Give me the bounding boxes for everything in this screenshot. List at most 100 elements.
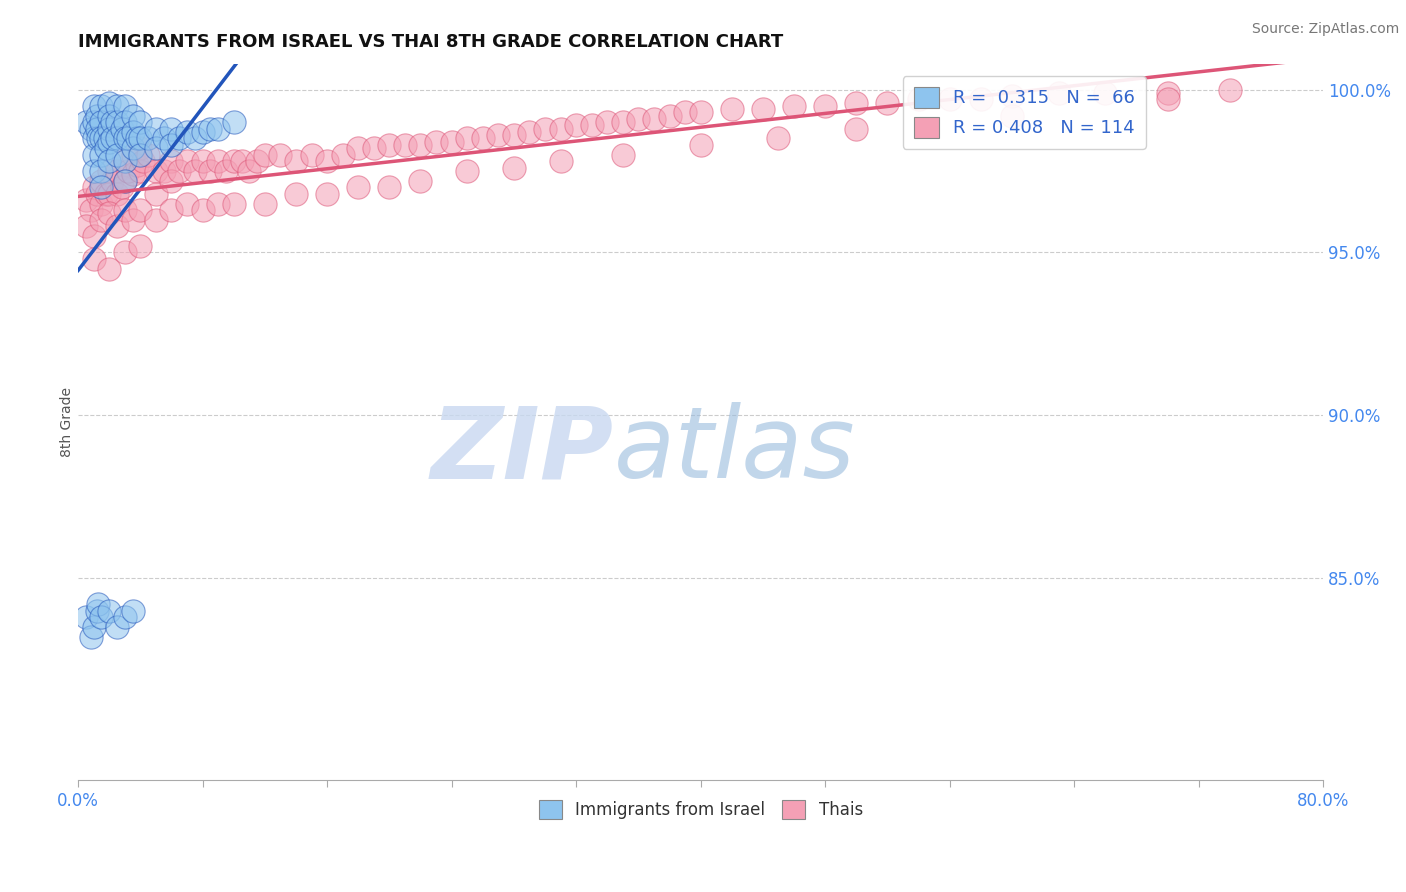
Point [347,141,370,155]
Point [246,154,269,169]
Point [129,147,152,161]
Point [238,164,260,178]
Point [136,131,159,145]
Point [720,102,742,116]
Point [938,92,960,106]
Point [596,115,619,129]
Point [689,138,711,153]
Point [502,128,524,143]
Point [111,121,134,136]
Point [145,213,167,227]
Point [215,164,238,178]
Point [94,141,117,155]
Point [184,131,207,145]
Point [160,121,183,136]
Point [105,131,128,145]
Point [90,180,112,194]
Point [86,186,108,201]
Point [1156,92,1178,106]
Legend: Immigrants from Israel, Thais: Immigrants from Israel, Thais [531,793,869,826]
Point [658,109,681,123]
Point [752,102,775,116]
Point [1219,82,1241,96]
Point [83,164,105,178]
Point [191,154,214,169]
Point [160,174,183,188]
Point [207,121,229,136]
Point [90,610,112,624]
Point [83,252,105,266]
Point [114,174,136,188]
Point [121,167,143,181]
Point [90,174,112,188]
Point [98,95,121,110]
Point [75,610,97,624]
Point [409,138,432,153]
Point [876,95,898,110]
Point [90,131,112,145]
Point [111,180,134,194]
Point [98,186,121,201]
Point [114,610,136,624]
Point [627,112,650,126]
Point [845,95,868,110]
Point [129,239,152,253]
Point [121,604,143,618]
Point [347,180,370,194]
Y-axis label: 8th Grade: 8th Grade [60,387,75,457]
Point [121,147,143,161]
Point [129,115,152,129]
Point [145,164,167,178]
Point [83,620,105,634]
Point [502,161,524,175]
Point [98,135,121,149]
Point [90,99,112,113]
Point [907,92,929,106]
Point [207,154,229,169]
Point [101,115,124,129]
Point [86,121,108,136]
Point [121,125,143,139]
Point [970,92,993,106]
Point [90,196,112,211]
Point [129,141,152,155]
Point [332,147,354,161]
Point [316,154,339,169]
Point [83,99,105,113]
Point [145,186,167,201]
Point [114,154,136,169]
Point [200,164,222,178]
Point [456,131,478,145]
Point [783,99,806,113]
Point [86,604,108,618]
Point [86,109,108,123]
Point [612,115,634,129]
Point [160,154,183,169]
Point [129,203,152,218]
Point [486,128,509,143]
Point [152,131,174,145]
Point [440,135,463,149]
Point [1094,86,1116,100]
Point [176,125,198,139]
Point [231,154,253,169]
Point [101,174,124,188]
Point [394,138,416,153]
Point [94,186,117,201]
Point [378,180,401,194]
Point [643,112,665,126]
Point [117,131,139,145]
Point [90,115,112,129]
Point [207,196,229,211]
Point [87,598,110,612]
Point [581,119,603,133]
Point [768,131,790,145]
Point [176,154,198,169]
Point [129,164,152,178]
Point [176,196,198,211]
Point [83,131,105,145]
Point [845,121,868,136]
Point [75,115,97,129]
Point [456,164,478,178]
Point [105,620,128,634]
